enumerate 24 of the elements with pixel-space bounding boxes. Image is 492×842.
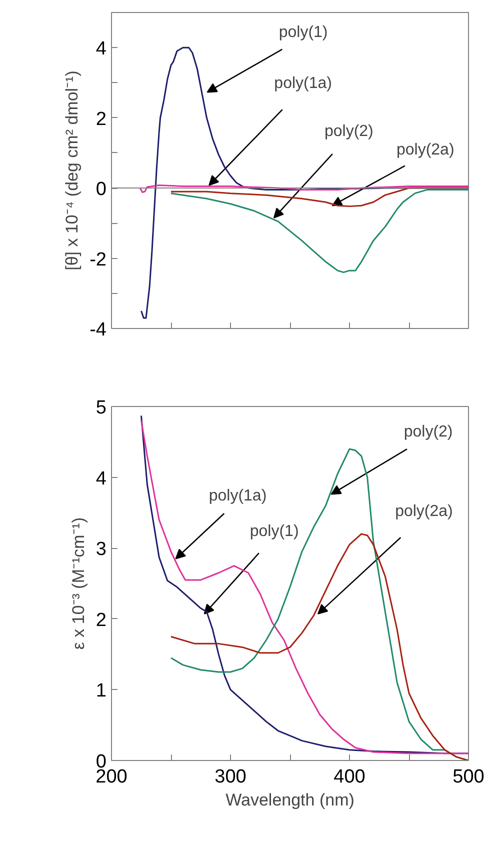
x-tick-label: 500 xyxy=(452,766,484,788)
annotation: poly(1) xyxy=(250,522,299,540)
y-tick-label: 4 xyxy=(96,38,107,60)
y-axis-title: ε x 10⁻³ (M⁻¹cm⁻¹) xyxy=(68,517,88,650)
y-tick-label: 3 xyxy=(96,539,107,560)
annotation: poly(1a) xyxy=(208,488,267,505)
x-axis-title: Wavelength (nm) xyxy=(226,790,354,810)
x-tick-label: 400 xyxy=(334,766,366,788)
y-tick-label: 0 xyxy=(96,179,107,200)
y-tick-label: 5 xyxy=(96,398,107,418)
annotation: poly(2) xyxy=(404,423,453,440)
annotation: poly(2a) xyxy=(395,502,453,520)
y-tick-label: 1 xyxy=(96,680,107,702)
annotation: poly(1) xyxy=(278,24,328,42)
y-tick-label: -2 xyxy=(90,249,107,270)
y-tick-label: 2 xyxy=(96,610,107,631)
y-tick-label: 2 xyxy=(96,108,107,130)
annotation: poly(2) xyxy=(324,122,374,140)
y-tick-label: 4 xyxy=(96,468,107,490)
x-tick-label: 300 xyxy=(214,766,246,788)
annotation: poly(1a) xyxy=(274,75,332,92)
annotation: poly(2a) xyxy=(396,142,454,159)
y-axis-title: [θ] x 10⁻⁴ (deg cm² dmol⁻¹) xyxy=(62,70,82,270)
y-tick-label: -4 xyxy=(90,320,107,340)
